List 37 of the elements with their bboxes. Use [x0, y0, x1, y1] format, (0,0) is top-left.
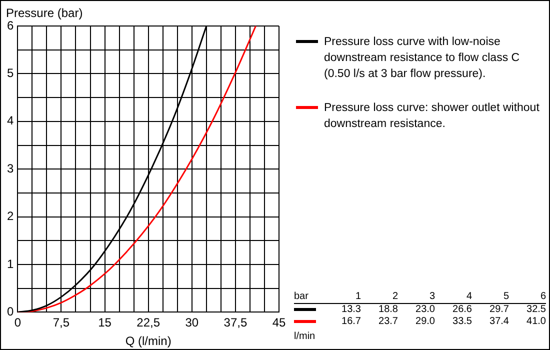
x-tick-label: 37,5 — [224, 316, 248, 330]
legend-label: Pressure loss curve: shower outlet without downstream resistance. — [324, 101, 540, 132]
x-tick-label: 45 — [272, 316, 286, 330]
text: 33.5 — [452, 316, 472, 328]
y-tick-label: 2 — [6, 209, 14, 224]
y-tick-label: 6 — [6, 18, 14, 32]
text: 29.0 — [414, 316, 435, 328]
text: 1 — [324, 291, 361, 304]
text: 32.5 — [526, 304, 546, 316]
y-axis-title: Pressure (bar) — [6, 6, 83, 20]
x-tick-label: 30 — [185, 316, 199, 330]
y-tick-label: 5 — [6, 66, 14, 80]
x-axis-title: Q (l/min) — [125, 334, 172, 348]
text: 6 — [509, 291, 546, 304]
text: 29.7 — [488, 304, 509, 316]
text: 37.4 — [488, 316, 509, 328]
legend-label: Pressure loss curve with low-noise downstream resistance to flow class C (0.50 l/s at 3 bar flow pressure). — [324, 35, 521, 82]
x-tick-label: 15 — [98, 316, 112, 330]
text: 41.0 — [526, 316, 546, 328]
text: 23.0 — [414, 304, 435, 316]
text: 13.3 — [340, 304, 361, 316]
text: 2 — [361, 291, 398, 304]
text: bar — [294, 291, 324, 304]
y-tick-label: 0 — [6, 304, 14, 319]
y-tick-label: 4 — [6, 114, 14, 128]
text: 23.7 — [378, 316, 398, 328]
text: l/min — [294, 330, 316, 343]
text: 26.6 — [452, 304, 472, 316]
y-tick-label: 3 — [6, 161, 14, 176]
text: 16.7 — [340, 316, 361, 328]
text: 5 — [472, 291, 509, 304]
y-tick-label: 1 — [6, 256, 14, 271]
text: 4 — [435, 291, 472, 304]
text: 18.8 — [378, 304, 398, 316]
x-tick-label: 22,5 — [136, 316, 160, 330]
x-tick-label: 7,5 — [52, 316, 70, 330]
text: 3 — [398, 291, 435, 304]
